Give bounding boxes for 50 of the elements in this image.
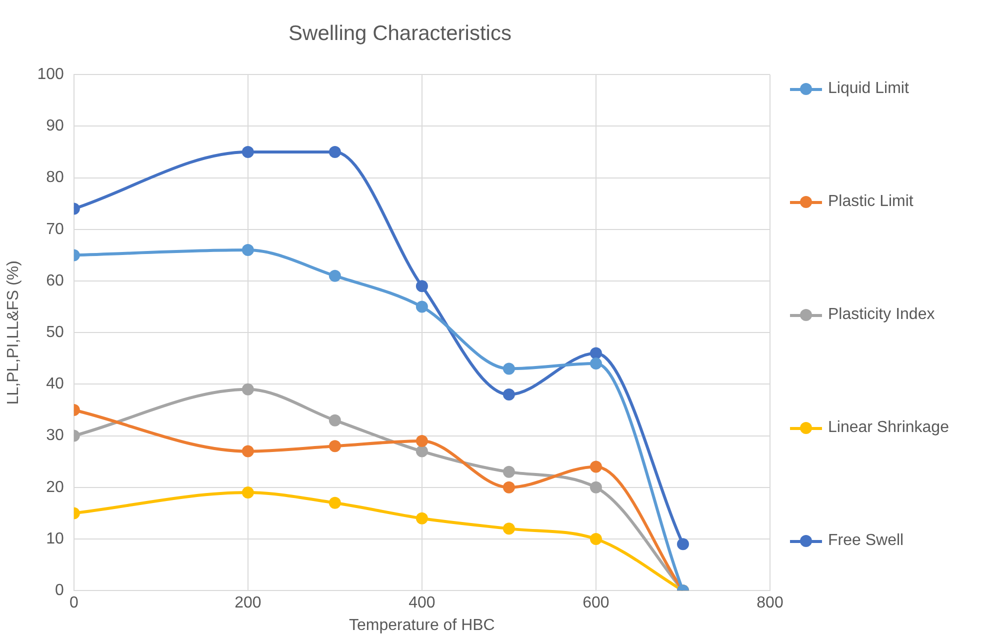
point (242, 244, 254, 256)
point (242, 383, 254, 396)
x-tick-label: 400 (408, 594, 436, 612)
point (590, 358, 602, 370)
y-tick-label: 60 (46, 272, 64, 290)
point (416, 434, 428, 447)
point (416, 445, 428, 458)
y-tick-label: 100 (37, 66, 64, 84)
y-tick-label: 70 (46, 220, 64, 238)
point (590, 460, 602, 473)
x-tick-label: 0 (69, 594, 78, 612)
legend-label: Free Swell (828, 532, 904, 550)
point (590, 533, 602, 545)
y-tick-label: 20 (46, 478, 64, 496)
legend-label: Plastic Limit (828, 193, 914, 211)
x-tick-label: 600 (582, 594, 610, 612)
point (502, 388, 515, 401)
point (502, 522, 515, 535)
point (590, 347, 602, 360)
point (242, 486, 254, 499)
legend-label: Linear Shrinkage (828, 419, 949, 437)
y-axis-title: LL,PL,PI,LL&FS (%) (5, 260, 22, 405)
point (416, 300, 428, 313)
point (242, 445, 254, 458)
x-tick-label: 800 (756, 594, 784, 612)
point (502, 362, 515, 375)
chart-title: Swelling Characteristics (288, 22, 512, 46)
x-axis-title: Temperature of HBC (349, 616, 495, 634)
y-tick-label: 50 (46, 324, 64, 342)
x-tick-label: 200 (234, 594, 262, 612)
point (328, 440, 341, 452)
point (676, 538, 689, 550)
point (328, 414, 341, 426)
point (242, 146, 254, 158)
point (502, 481, 515, 494)
point (328, 496, 341, 509)
point (416, 280, 428, 292)
y-tick-label: 80 (46, 169, 64, 186)
y-tick-label: 40 (46, 376, 64, 393)
point (328, 270, 341, 282)
y-tick-label: 0 (54, 582, 64, 600)
point (416, 512, 428, 524)
y-tick-label: 10 (46, 530, 64, 548)
legend-label: Liquid Limit (828, 80, 909, 98)
y-tick-label: 90 (46, 118, 64, 135)
point (502, 466, 515, 478)
y-tick-label: 30 (46, 427, 64, 444)
legend-label: Plasticity Index (828, 306, 935, 324)
point (590, 481, 602, 494)
point (328, 146, 341, 158)
